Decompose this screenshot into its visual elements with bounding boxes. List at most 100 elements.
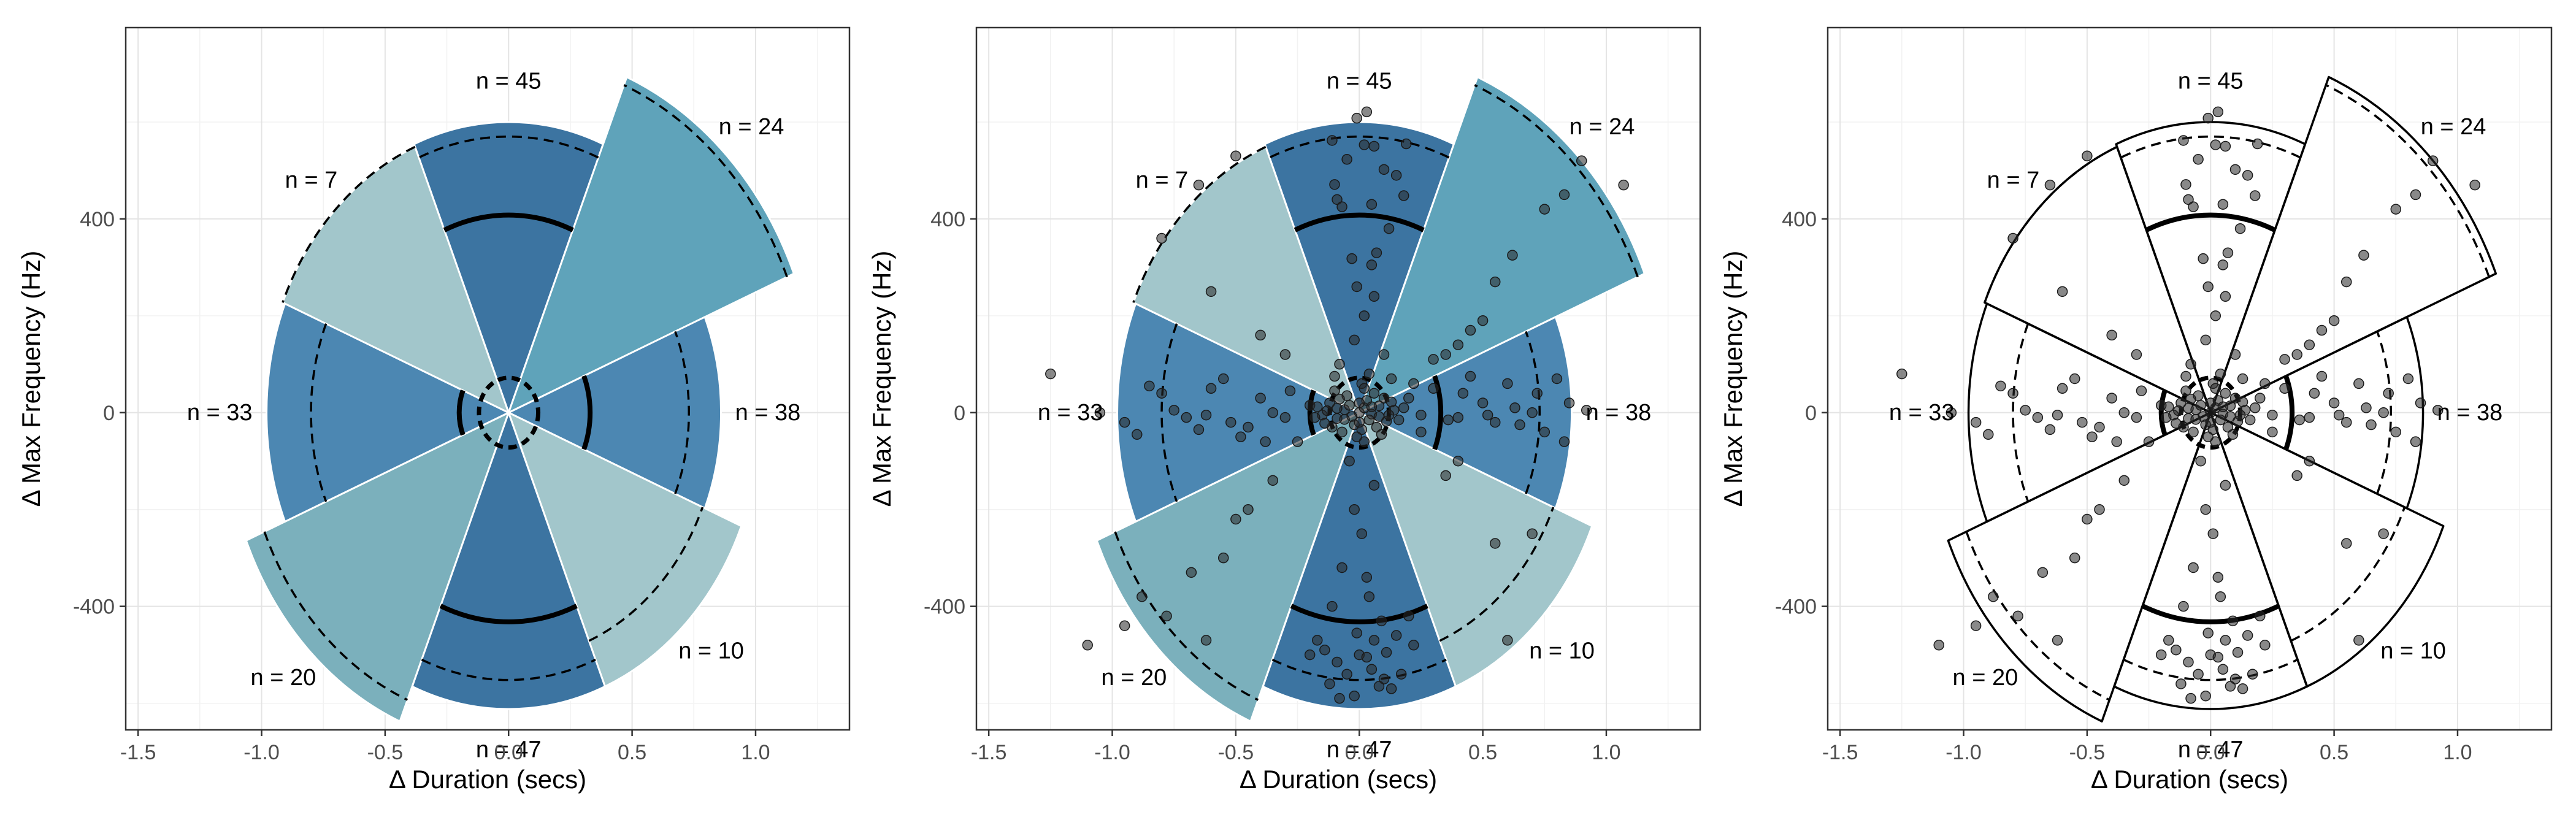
data-point xyxy=(1363,414,1375,426)
data-point xyxy=(2175,678,2187,689)
data-point xyxy=(2215,591,2226,602)
sector-wedge xyxy=(245,412,510,723)
solid-arc xyxy=(1307,389,1316,436)
data-point xyxy=(1428,383,1439,394)
data-point xyxy=(2195,455,2206,467)
data-point xyxy=(2333,409,2345,421)
data-point xyxy=(1368,291,1380,302)
data-point xyxy=(2212,572,2224,583)
data-point xyxy=(1156,388,1167,399)
data-point xyxy=(1558,189,1570,201)
data-point xyxy=(2131,412,2142,423)
y-tick-label: -400 xyxy=(73,596,115,619)
x-tick-label: -1.5 xyxy=(120,741,156,764)
y-tick-label: 400 xyxy=(80,208,115,231)
data-point xyxy=(2234,409,2246,421)
x-tick-label: -1.5 xyxy=(1822,741,1858,764)
data-point xyxy=(2234,223,2246,234)
x-tick-label: -1.5 xyxy=(971,741,1007,764)
data-point xyxy=(1477,315,1489,326)
data-point xyxy=(2180,385,2191,396)
data-point xyxy=(2205,397,2216,408)
data-point xyxy=(2087,431,2098,443)
data-point xyxy=(1489,276,1501,288)
data-point xyxy=(2210,310,2221,321)
sector-wedge xyxy=(1947,412,2212,723)
dashed-arc xyxy=(263,531,408,701)
data-point xyxy=(2229,349,2241,360)
data-point xyxy=(2210,383,2221,394)
sector-wedge xyxy=(413,121,604,414)
data-point xyxy=(2210,436,2221,447)
data-point xyxy=(2193,669,2204,680)
data-point xyxy=(1477,397,1489,408)
dashed-arc xyxy=(588,507,704,642)
data-point xyxy=(1344,400,1355,411)
data-point xyxy=(1371,421,1382,433)
x-axis-title: Δ Duration (secs) xyxy=(389,765,586,794)
data-point xyxy=(2410,436,2421,447)
data-point xyxy=(1366,664,1378,675)
y-tick-label: 0 xyxy=(103,402,115,425)
sector-label: n = 7 xyxy=(1136,167,1189,193)
data-point xyxy=(2118,407,2130,418)
data-point xyxy=(2244,414,2256,426)
y-tick-label: -400 xyxy=(924,596,965,619)
sector-wedge xyxy=(1358,316,1573,510)
dashed-arc xyxy=(674,331,690,494)
data-point xyxy=(1200,635,1212,646)
y-axis-title: Δ Max Frequency (Hz) xyxy=(867,251,896,507)
data-point xyxy=(1327,600,1338,612)
data-point xyxy=(1361,572,1373,583)
data-point xyxy=(1386,683,1397,694)
data-point xyxy=(2340,538,2352,549)
data-points xyxy=(1045,106,1629,704)
data-point xyxy=(2227,429,2239,440)
data-point xyxy=(1465,370,1476,382)
sector-wedge xyxy=(507,316,723,510)
dashed-arc xyxy=(1160,323,1178,502)
sectors xyxy=(245,76,795,723)
data-point xyxy=(2242,630,2253,641)
data-point xyxy=(1440,349,1451,360)
data-point xyxy=(1336,426,1347,438)
data-point xyxy=(2082,150,2093,162)
sector-label: n = 24 xyxy=(719,114,784,140)
data-point xyxy=(1398,190,1409,201)
data-point xyxy=(1341,154,1352,165)
sector-wedge xyxy=(2209,75,2497,414)
data-point xyxy=(2200,334,2211,346)
data-point xyxy=(2044,179,2056,191)
data-point xyxy=(1539,426,1551,438)
data-point xyxy=(2202,281,2214,293)
data-point xyxy=(2111,436,2122,447)
data-point xyxy=(2215,414,2226,426)
data-point xyxy=(1260,436,1271,447)
sector-label: n = 7 xyxy=(1987,167,2040,193)
x-tick-label: -0.5 xyxy=(367,741,404,764)
sector-label: n = 45 xyxy=(1327,69,1392,94)
sector-wedge xyxy=(1095,412,1360,723)
data-point xyxy=(2069,373,2080,385)
data-point xyxy=(1527,528,1538,539)
data-point xyxy=(2229,673,2241,684)
data-point xyxy=(2383,388,2394,399)
data-point xyxy=(1332,194,1343,205)
data-point xyxy=(1398,402,1409,413)
data-point xyxy=(1983,429,1994,440)
data-point xyxy=(2020,405,2031,416)
data-point xyxy=(2183,402,2194,414)
data-point xyxy=(1988,591,1999,602)
x-tick-label: -0.5 xyxy=(1218,741,1254,764)
data-point xyxy=(1319,644,1330,656)
data-point xyxy=(2178,135,2189,146)
data-point xyxy=(1452,412,1464,423)
data-point xyxy=(1235,431,1246,443)
sector-label: n = 33 xyxy=(187,400,253,426)
dashed-arc xyxy=(623,84,788,278)
data-point xyxy=(2200,690,2211,702)
data-point xyxy=(2195,400,2206,411)
data-point xyxy=(2007,232,2018,244)
data-point xyxy=(2212,651,2224,663)
